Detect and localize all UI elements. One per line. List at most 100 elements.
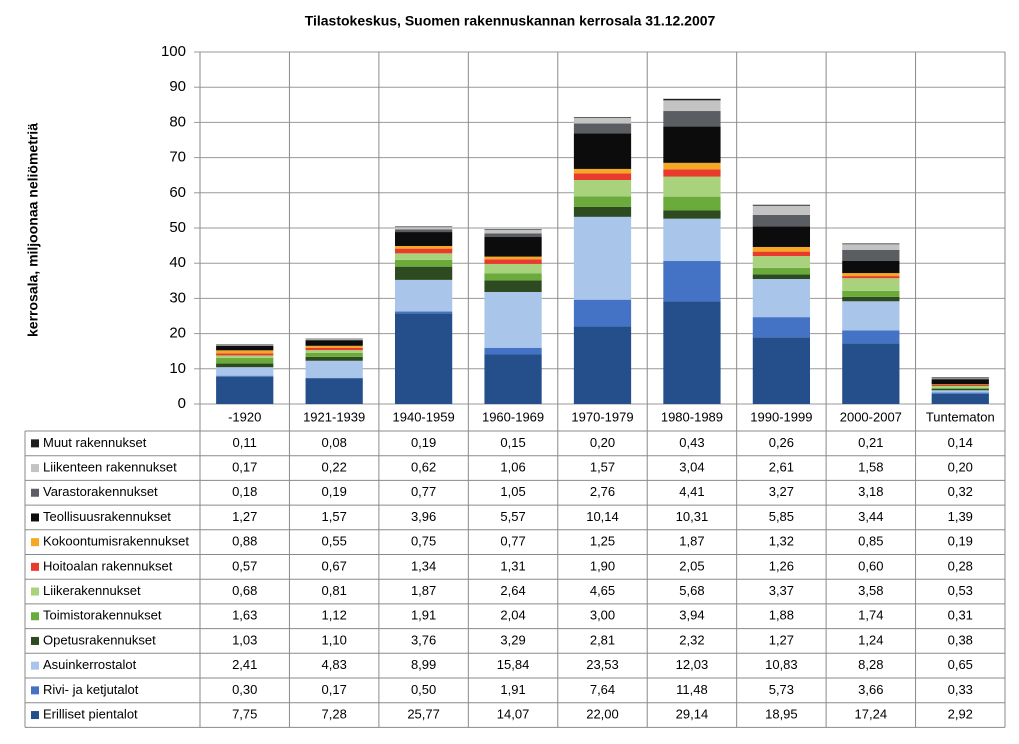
table-value: 1,39 [948,509,973,524]
table-value: 4,41 [679,484,704,499]
bar-segment [395,267,452,280]
table-value: 7,64 [590,682,615,697]
bar-segment [842,297,899,301]
table-value: 1,87 [679,534,704,549]
table-value: 1,27 [769,632,794,647]
table-value: 1,06 [500,459,525,474]
bar-segment [306,361,363,378]
legend-swatch [31,439,39,447]
y-tick-label: 80 [169,113,186,130]
bar-segment [932,386,989,388]
bar-segment [663,211,720,219]
bar-segment [484,292,541,348]
legend-swatch [31,489,39,497]
bar-segment [842,273,899,276]
x-tick-label: 1960-1969 [482,409,544,424]
table-value: 0,50 [411,682,436,697]
bar-segment [216,364,273,368]
y-tick-label: 100 [161,43,186,60]
table-value: 3,96 [411,509,436,524]
table-value: 1,26 [769,558,794,573]
bar-segment [574,300,631,327]
table-value: 4,83 [322,657,347,672]
table-value: 1,58 [858,459,883,474]
bar-segment [484,280,541,292]
bar-segment [753,215,810,227]
table-value: 8,28 [858,657,883,672]
bar-segment [663,301,720,404]
bar-segment [574,217,631,300]
bar-segment [216,345,273,346]
table-value: 10,83 [765,657,798,672]
x-tick-label: 1980-1989 [661,409,723,424]
legend-label: Teollisuusrakennukset [43,509,171,524]
table-value: 3,76 [411,632,436,647]
bar-segment [484,230,541,234]
table-value: 0,14 [948,435,973,450]
table-value: 0,75 [411,534,436,549]
bar-segment [395,232,452,246]
bar-segment [842,291,899,297]
table-value: 1,24 [858,632,883,647]
legend-label: Opetusrakennukset [43,632,156,647]
y-tick-label: 0 [178,395,186,412]
bar-segment [306,340,363,346]
legend-swatch [31,637,39,645]
table-value: 3,66 [858,682,883,697]
table-value: 25,77 [407,706,440,721]
table-value: 0,31 [948,608,973,623]
y-tick-label: 20 [169,325,186,342]
table-value: 4,65 [590,583,615,598]
x-tick-label: 2000-2007 [840,409,902,424]
bar-segment [574,118,631,124]
table-value: 0,19 [948,534,973,549]
table-value: 5,57 [500,509,525,524]
table-value: 1,88 [769,608,794,623]
table-value: 2,64 [500,583,525,598]
bar-segment [842,278,899,291]
bar-segment [663,127,720,163]
bar-segment [842,243,899,244]
table-value: 11,48 [676,682,708,697]
table-value: 7,28 [322,706,347,721]
bar-segment [395,226,452,227]
legend-swatch [31,588,39,596]
bar-segment [306,378,363,379]
table-value: 1,31 [500,558,525,573]
legend-label: Asuinkerrostalot [43,657,137,672]
table-value: 3,94 [679,608,704,623]
bar-segment [574,169,631,173]
table-value: 23,53 [586,657,619,672]
table-value: 0,43 [679,435,704,450]
table-value: 5,85 [769,509,794,524]
x-tick-label: 1940-1959 [393,409,455,424]
bar-segment [932,389,989,390]
bar-segment [395,227,452,229]
bar-segment [753,268,810,275]
legend-label: Muut rakennukset [43,435,147,450]
bar-segment [842,261,899,273]
table-value: 0,26 [769,435,794,450]
bar-segment [753,205,810,206]
bar-segment [932,378,989,379]
table-value: 0,15 [500,435,525,450]
bar-segment [663,197,720,211]
table-value: 15,84 [497,657,530,672]
table-value: 0,33 [948,682,973,697]
bar-segment [663,163,720,170]
bar-segment [932,393,989,394]
table-value: 3,29 [500,632,525,647]
table-value: 3,27 [769,484,794,499]
table-value: 1,25 [590,534,615,549]
bar-segment [395,253,452,260]
table-value: 2,76 [590,484,615,499]
table-value: 1,34 [411,558,436,573]
table-value: 1,03 [232,632,257,647]
bar-segment [306,357,363,361]
legend-label: Hoitoalan rakennukset [43,558,173,573]
bar-segment [306,353,363,357]
bar-segment [395,280,452,312]
legend-swatch [31,563,39,571]
legend-swatch [31,662,39,670]
table-value: 18,95 [765,706,798,721]
